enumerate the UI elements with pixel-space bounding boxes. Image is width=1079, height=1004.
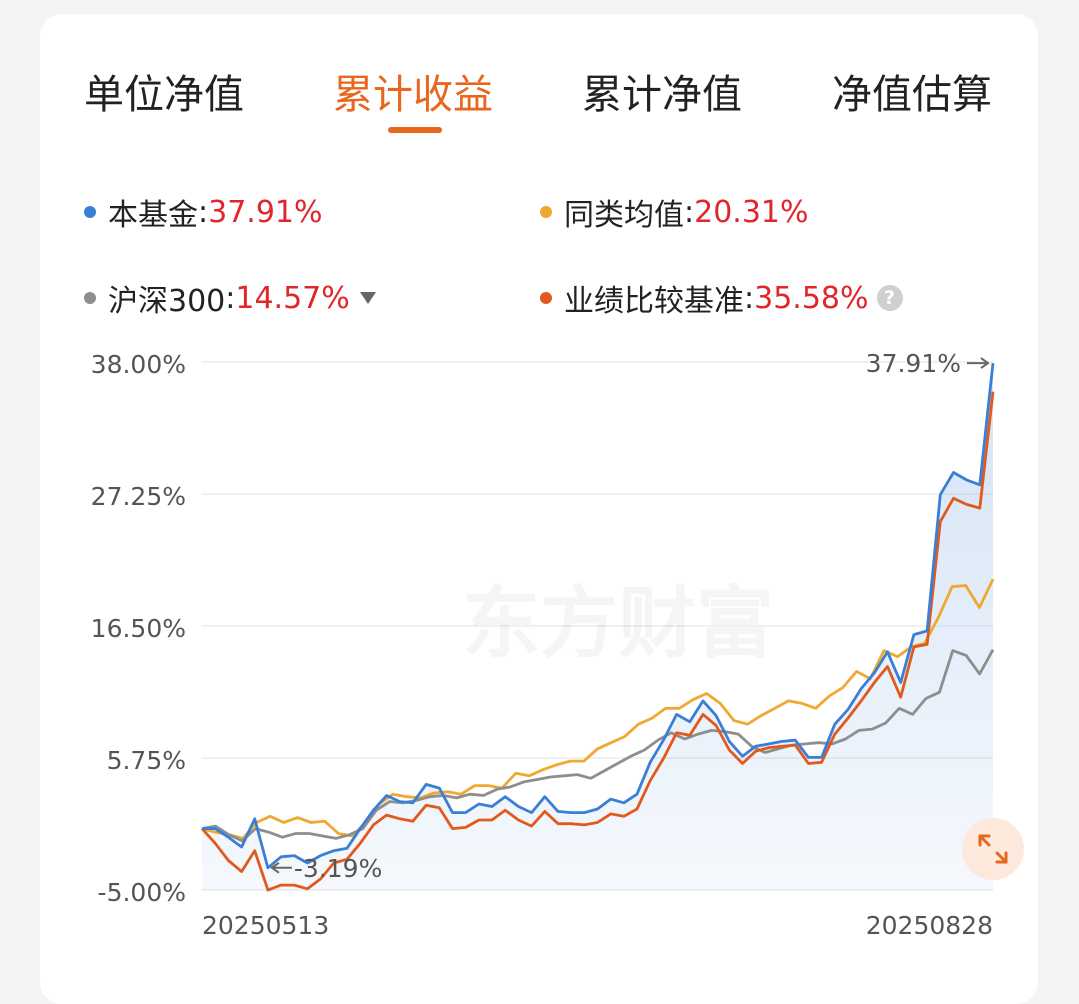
- chart-card: 单位净值 累计收益 累计净值 净值估算 本基金:37.91% 同类均值:20.3…: [40, 14, 1038, 1004]
- tab-bar: 单位净值 累计收益 累计净值 净值估算: [40, 14, 1038, 144]
- legend-csi300-value: 14.57%: [235, 280, 350, 316]
- expand-icon: [978, 834, 1008, 864]
- watermark-text: 东方财富: [462, 579, 774, 669]
- max-annotation: 37.91%: [866, 349, 961, 378]
- legend-dot-peer: [540, 206, 552, 218]
- tab-nav-estimate[interactable]: 净值估算: [832, 72, 992, 118]
- help-question-icon[interactable]: ?: [876, 285, 903, 311]
- y-tick-label: 5.75%: [107, 746, 186, 775]
- legend-peer-name: 同类均值: [564, 198, 684, 233]
- legend-benchmark: 业绩比较基准:35.58% ?: [540, 276, 903, 320]
- y-tick-label: -5.00%: [98, 878, 186, 907]
- series-line-1: [201, 578, 995, 840]
- line-chart: 东方财富 38.00% 27.25% 16.50% 5.75% -5.00% 202505…: [91, 349, 995, 940]
- expand-chart-button[interactable]: [962, 818, 1024, 880]
- tab-cumulative-return[interactable]: 累计收益: [333, 72, 493, 118]
- legend-fund: 本基金:37.91%: [84, 190, 323, 234]
- legend-peer-value: 20.31%: [694, 194, 809, 230]
- active-tab-indicator: [388, 127, 442, 133]
- legend-fund-name: 本基金: [108, 198, 198, 233]
- max-arrow-head: [980, 357, 990, 369]
- legend-peer-average: 同类均值:20.31%: [540, 190, 809, 234]
- series-line-2: [201, 649, 995, 843]
- legend-fund-value: 37.91%: [208, 194, 323, 230]
- y-tick-label: 38.00%: [91, 350, 186, 379]
- legend-dot-benchmark: [540, 292, 552, 304]
- x-start-label: 20250513: [202, 911, 329, 940]
- x-end-label: 20250828: [866, 911, 993, 940]
- legend-benchmark-name: 业绩比较基准: [564, 284, 744, 319]
- legend-dot-csi300: [84, 292, 96, 304]
- dropdown-triangle-icon[interactable]: [359, 292, 376, 304]
- legend-csi300[interactable]: 沪深300:14.57%: [84, 276, 376, 320]
- fund-area-fill: [202, 363, 993, 891]
- legend-benchmark-value: 35.58%: [754, 280, 869, 316]
- y-tick-label: 27.25%: [91, 482, 186, 511]
- series-line-3: [200, 391, 995, 892]
- series-line-0: [202, 362, 995, 870]
- min-arrow-head: [270, 861, 280, 874]
- y-tick-label: 16.50%: [91, 614, 186, 643]
- legend-dot-fund: [84, 206, 96, 218]
- legend-csi300-name: 沪深300: [108, 284, 226, 319]
- tab-unit-nav[interactable]: 单位净值: [84, 72, 244, 118]
- min-annotation: -3.19%: [294, 854, 382, 883]
- tab-cumulative-nav[interactable]: 累计净值: [582, 72, 742, 118]
